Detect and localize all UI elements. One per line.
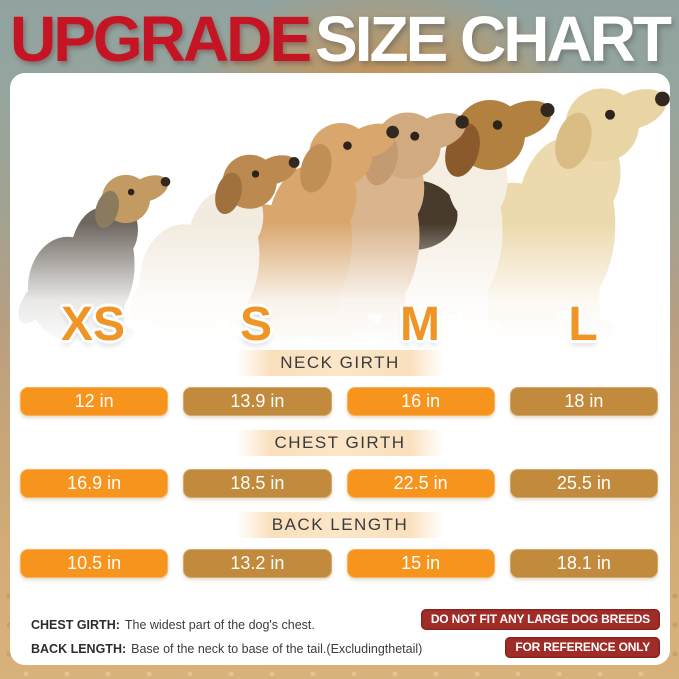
- neck-girth-xs: 12 in: [20, 387, 169, 416]
- chest-girth-l: 25.5 in: [509, 469, 658, 498]
- page-title: UPGRADESIZE CHART: [0, 2, 679, 76]
- neck-girth-l: 18 in: [509, 387, 658, 416]
- section-header-chest-girth: CHEST GIRTH: [237, 430, 443, 456]
- neck-girth-row: 12 in 13.9 in 16 in 18 in: [20, 387, 658, 416]
- note-back-length-term: BACK LENGTH:: [31, 642, 127, 656]
- back-length-xs: 10.5 in: [20, 549, 169, 578]
- chest-girth-s: 18.5 in: [183, 469, 332, 498]
- size-label-l: L: [568, 298, 598, 351]
- size-label-xs: XS: [60, 298, 126, 351]
- note-chest-girth-term: CHEST GIRTH:: [31, 618, 120, 632]
- size-label-s: S: [239, 298, 273, 351]
- note-chest-girth: CHEST GIRTH: The widest part of the dog's…: [31, 618, 315, 632]
- back-length-m: 15 in: [346, 549, 495, 578]
- note-chest-girth-text: The widest part of the dog's chest.: [124, 618, 315, 632]
- back-length-s: 13.2 in: [183, 549, 332, 578]
- title-size-chart: SIZE CHART: [315, 3, 672, 75]
- back-length-l: 18.1 in: [509, 549, 658, 578]
- badge-no-large-breeds: DO NOT FIT ANY LARGE DOG BREEDS: [420, 609, 660, 630]
- neck-girth-m: 16 in: [346, 387, 495, 416]
- note-back-length: BACK LENGTH: Base of the neck to base of …: [31, 642, 422, 656]
- chest-girth-row: 16.9 in 18.5 in 22.5 in 25.5 in: [20, 469, 658, 498]
- note-back-length-text: Base of the neck to base of the tail.(Ex…: [131, 642, 423, 656]
- title-upgrade: UPGRADE: [9, 3, 312, 75]
- size-label-m: M: [400, 298, 440, 351]
- chart-card: XS S M L NECK GIRTH 12 in 13.9 in 16 in …: [10, 73, 670, 665]
- badge-reference-only: FOR REFERENCE ONLY: [505, 637, 660, 658]
- chest-girth-xs: 16.9 in: [20, 469, 169, 498]
- neck-girth-s: 13.9 in: [183, 387, 332, 416]
- back-length-row: 10.5 in 13.2 in 15 in 18.1 in: [20, 549, 658, 578]
- section-header-neck-girth: NECK GIRTH: [237, 350, 443, 376]
- section-header-back-length: BACK LENGTH: [237, 512, 443, 538]
- chest-girth-m: 22.5 in: [346, 469, 495, 498]
